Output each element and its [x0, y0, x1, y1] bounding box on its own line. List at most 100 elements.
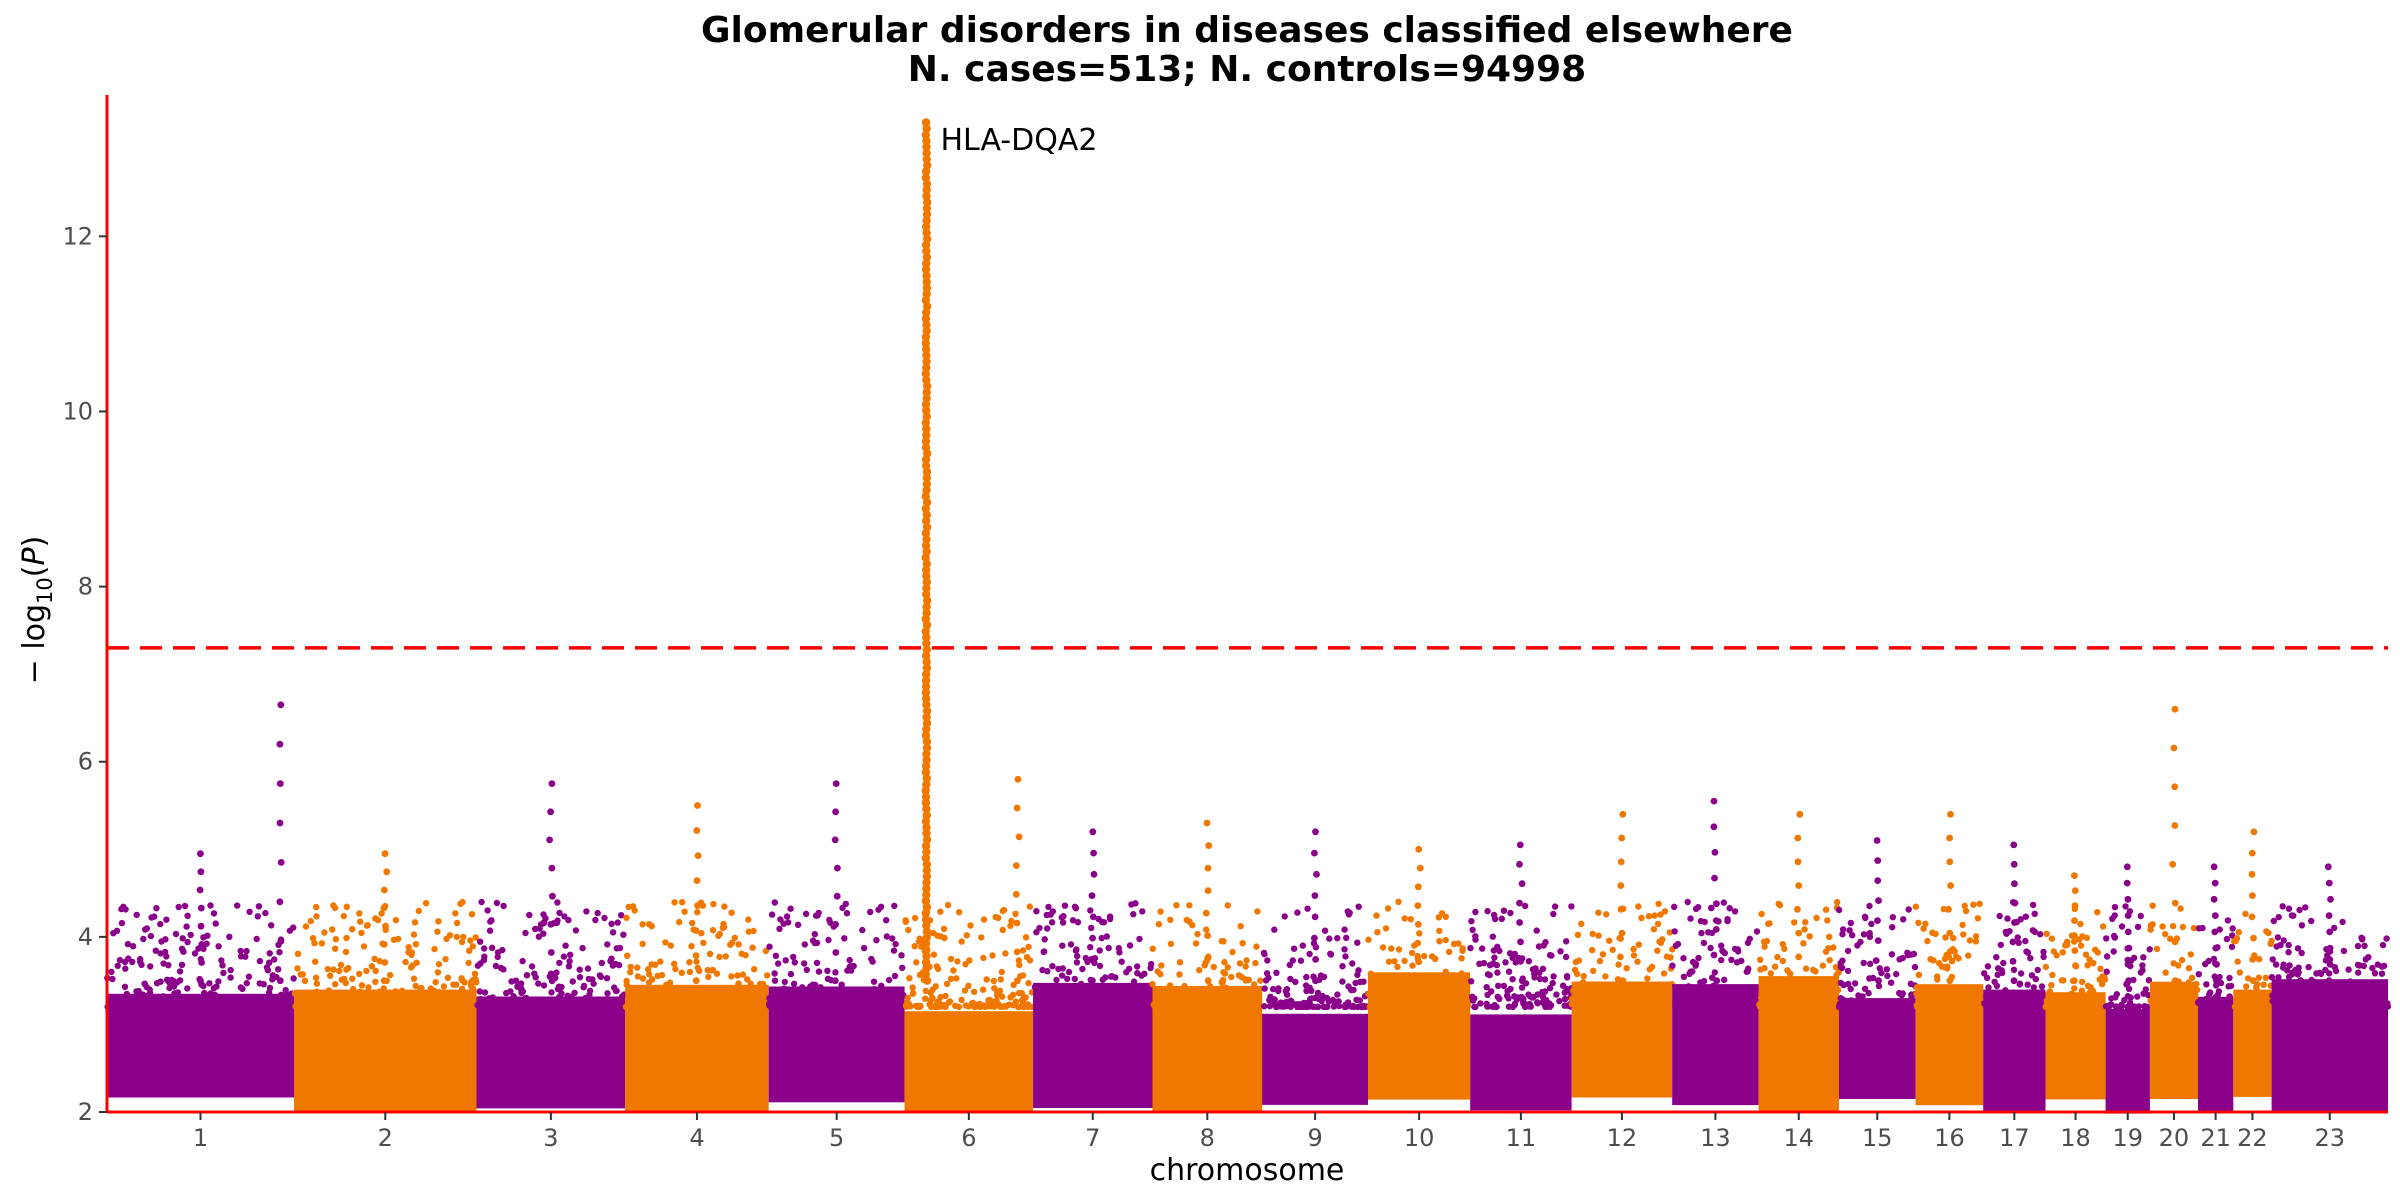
snp-point [1138, 972, 1145, 979]
peak-point [922, 884, 931, 893]
snp-point [1113, 1003, 1121, 1011]
snp-point [667, 942, 674, 949]
snp-point [1308, 987, 1315, 994]
snp-point [2279, 903, 2286, 910]
snp-point [2125, 1003, 2132, 1011]
snp-point [1496, 947, 1503, 955]
snp-point [2084, 962, 2091, 969]
peak-point [1414, 939, 1421, 947]
chromosome-6-points [902, 901, 1036, 1111]
snp-point [493, 899, 501, 907]
peak-point [922, 921, 931, 930]
snp-point [1009, 991, 1017, 998]
snp-point [1186, 918, 1193, 925]
snp-point [2265, 929, 2272, 937]
snp-point [1427, 996, 1435, 1003]
peak-point [380, 904, 388, 912]
peak-point [2248, 849, 2256, 857]
snp-point [1813, 914, 1820, 922]
snp-point [1680, 973, 1688, 980]
snp-point [1370, 1002, 1378, 1009]
snp-point [588, 1003, 595, 1011]
snp-point [2247, 1003, 2254, 1011]
snp-point [2094, 909, 2101, 916]
snp-point [472, 934, 479, 941]
snp-point [376, 957, 383, 965]
snp-point [2239, 1002, 2246, 1009]
snp-point [842, 900, 849, 908]
peak-point [1013, 948, 1021, 956]
snp-point [2185, 965, 2193, 972]
snp-point [792, 992, 799, 999]
snp-point [1416, 930, 1423, 937]
snp-point [323, 1002, 331, 1009]
snp-point [745, 928, 752, 935]
snp-point [363, 967, 370, 975]
snp-point [813, 959, 821, 967]
snp-point [497, 964, 505, 972]
peak-point [1875, 897, 1882, 904]
snp-point [409, 1003, 416, 1010]
snp-point [874, 997, 881, 1004]
snp-point [846, 993, 853, 1000]
snp-point [2285, 941, 2292, 949]
chromosome-13-points [1669, 898, 1762, 1106]
snp-point [1680, 955, 1687, 962]
snp-point [728, 909, 735, 916]
snp-point [2361, 942, 2368, 949]
snp-point [1228, 973, 1235, 981]
snp-point [2147, 922, 2155, 929]
snp-point [875, 992, 882, 999]
snp-point [1541, 976, 1549, 983]
x-tick-label: 11 [1506, 1124, 1537, 1152]
snp-point [1861, 985, 1869, 992]
snp-point [1953, 953, 1960, 960]
snp-point [914, 1003, 922, 1010]
y-tick-label: 4 [78, 923, 93, 951]
snp-point [178, 961, 186, 968]
snp-point [1563, 938, 1570, 945]
snp-point [1635, 941, 1643, 948]
snp-point [2157, 985, 2164, 993]
peak-point [2325, 977, 2333, 985]
snp-point [1834, 898, 1841, 906]
snp-point [958, 938, 965, 945]
snp-point [1412, 989, 1420, 996]
snp-point [412, 941, 420, 948]
snp-point [1928, 1003, 1936, 1010]
snp-point [1344, 999, 1352, 1006]
snp-point [741, 990, 749, 997]
snp-point [868, 989, 875, 996]
snp-point [160, 993, 167, 1000]
snp-point [2382, 1000, 2389, 1008]
snp-point [904, 994, 911, 1001]
peak-point [2124, 928, 2132, 936]
snp-point [458, 938, 466, 946]
peak-point [922, 663, 932, 673]
snp-point [313, 980, 321, 987]
y-tick-label: 12 [62, 222, 93, 250]
snp-point [2024, 981, 2031, 988]
snp-point [2275, 974, 2282, 981]
snp-point [340, 912, 347, 920]
snp-point [2134, 993, 2141, 1000]
snp-point [2003, 1003, 2011, 1011]
peak-point [2009, 957, 2017, 965]
snp-point [819, 1003, 826, 1010]
snp-point [899, 964, 906, 971]
snp-point [2104, 1002, 2111, 1010]
snp-point [157, 950, 164, 957]
peak-point [2324, 863, 2332, 871]
peak-chr19 [2123, 863, 2133, 985]
snp-point [1580, 972, 1587, 980]
snp-point [1295, 1003, 1303, 1010]
snp-point [1912, 903, 1920, 910]
snp-point [1829, 984, 1837, 992]
snp-point [1033, 908, 1040, 915]
snp-point [2355, 969, 2362, 976]
snp-point [990, 977, 997, 985]
snp-point [579, 944, 586, 952]
snp-point [2371, 970, 2379, 977]
peak-point [1946, 929, 1954, 937]
snp-point [1666, 983, 1674, 990]
